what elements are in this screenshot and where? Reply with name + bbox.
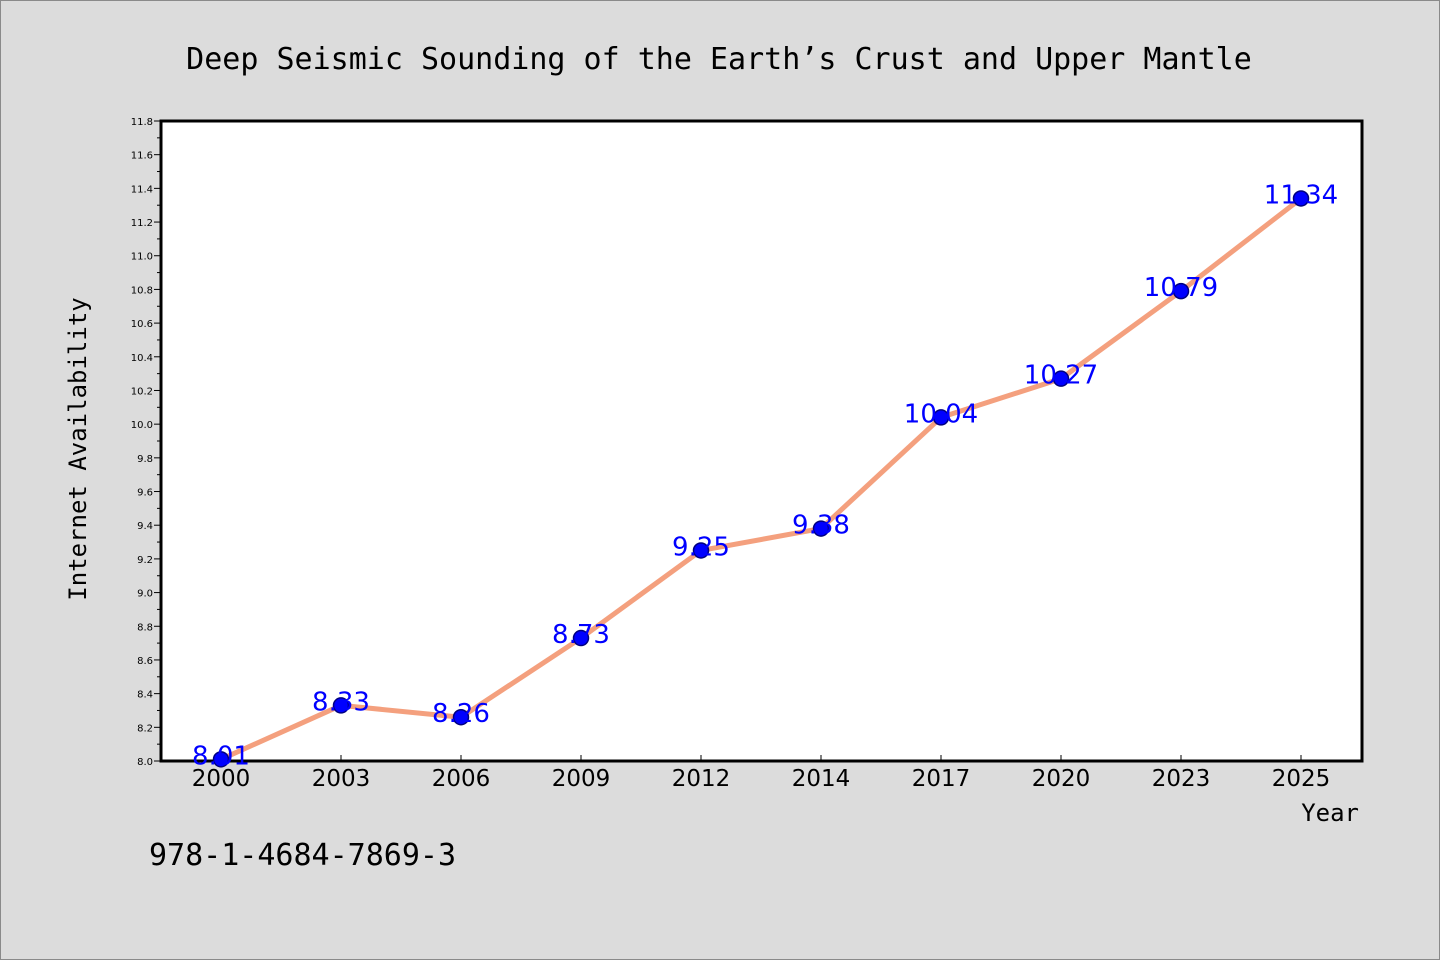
- y-tick-label: 11.4: [131, 184, 153, 195]
- data-label: 11.34: [1264, 180, 1338, 210]
- data-label: 9.25: [672, 532, 730, 562]
- data-point: [332, 697, 350, 714]
- isbn-code: 978-1-4684-7869-3: [149, 838, 456, 873]
- y-tick-label: 8.0: [137, 757, 153, 768]
- y-tick-label: 9.4: [137, 521, 153, 532]
- series-line-group: [212, 190, 1310, 768]
- data-point: [1052, 370, 1070, 387]
- data-labels-group: 8.01 8.33 8.26 8.73 9.25 9.38 10.04 10.27 10.79 1…: [192, 180, 1338, 771]
- data-point: [692, 542, 710, 559]
- data-label: 8.33: [312, 687, 370, 717]
- y-tick-label: 11.8: [131, 117, 153, 128]
- data-label: 9.38: [792, 511, 850, 541]
- data-point: [452, 708, 470, 726]
- data-label: 8.01: [192, 741, 250, 771]
- x-tick-label: 2012: [672, 766, 731, 792]
- x-tick-label: 2025: [1272, 766, 1331, 792]
- data-point: [932, 409, 950, 426]
- y-tick-label: 9.2: [137, 555, 153, 566]
- data-label: 10.27: [1024, 361, 1098, 391]
- y-tick-label: 8.2: [137, 723, 153, 734]
- x-axis-label: Year: [1301, 799, 1359, 827]
- x-tick-label: 2020: [1032, 766, 1091, 792]
- y-tick-label: 9.0: [137, 589, 153, 600]
- y-axis: 8.0 8.2 8.4 8.6 8.8 9.0 9.2 9.4 9.6 9.8 10.0 10.2 10…: [131, 117, 161, 768]
- y-tick-label: 10.6: [131, 319, 153, 330]
- y-tick-label: 11.0: [131, 252, 153, 263]
- x-tick-label: 2003: [312, 766, 371, 792]
- y-tick-label: 8.6: [137, 656, 153, 667]
- x-tick-label: 2000: [192, 766, 251, 792]
- y-tick-label: 10.0: [131, 420, 153, 431]
- y-tick-label: 10.4: [131, 353, 153, 364]
- plot-area: [159, 119, 1364, 763]
- x-tick-label: 2014: [792, 766, 851, 792]
- y-tick-label: 11.2: [131, 218, 153, 229]
- data-point: [812, 520, 830, 537]
- data-label: 8.73: [552, 620, 610, 650]
- y-tick-label: 10.8: [131, 285, 153, 296]
- y-tick-label: 9.6: [137, 488, 153, 499]
- data-label: 10.79: [1144, 273, 1218, 303]
- y-tick-label: 11.6: [131, 151, 153, 162]
- data-point: [572, 629, 590, 647]
- y-tick-label: 9.8: [137, 454, 153, 465]
- x-axis: 2000 2003 2006 2009 2012 2014 2017 2020 2023 2025: [192, 755, 1331, 792]
- chart-title: Deep Seismic Sounding of the Earth’s Cru…: [186, 42, 1252, 77]
- y-tick-label: 10.2: [131, 386, 153, 397]
- data-label: 8.26: [432, 699, 490, 729]
- data-point: [1292, 190, 1310, 207]
- x-tick-label: 2017: [912, 766, 971, 792]
- x-tick-label: 2023: [1152, 766, 1211, 792]
- y-tick-label: 8.4: [137, 690, 153, 701]
- x-tick-label: 2009: [552, 766, 611, 792]
- data-label: 10.04: [904, 399, 978, 429]
- x-tick-label: 2006: [432, 766, 491, 792]
- data-point: [1172, 282, 1190, 300]
- data-point: [212, 751, 230, 768]
- y-tick-label: 8.8: [137, 622, 153, 633]
- y-axis-label: Internet Availability: [64, 297, 92, 600]
- series-line: [218, 195, 1304, 762]
